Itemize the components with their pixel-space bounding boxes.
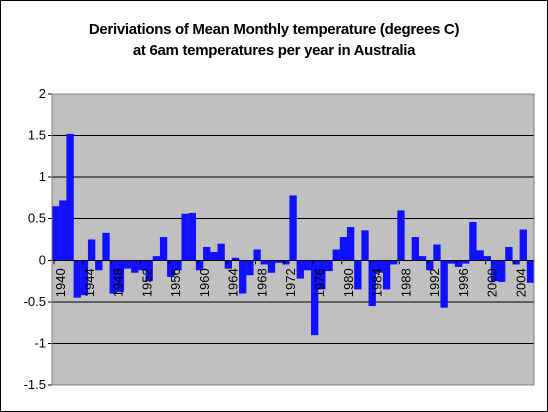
bar — [80, 260, 89, 296]
bar — [52, 206, 60, 261]
bar — [59, 200, 67, 261]
bar — [368, 260, 376, 307]
bar — [253, 249, 261, 261]
bar — [325, 260, 333, 272]
bar — [231, 257, 240, 261]
bar — [469, 222, 477, 261]
bar — [289, 195, 297, 261]
bar — [483, 256, 491, 261]
chart-title-line-2: at 6am temperatures per year in Australi… — [132, 42, 416, 59]
bar — [339, 237, 348, 261]
bar — [131, 260, 139, 273]
bar — [159, 237, 168, 261]
plot-border — [51, 93, 535, 386]
x-tick-label: 1944 — [82, 268, 97, 297]
bar — [490, 260, 499, 282]
bar — [275, 260, 283, 263]
bar — [73, 260, 81, 298]
x-tick-label: 1940 — [53, 268, 68, 297]
bar — [282, 260, 290, 265]
chart-title: Deriviations of Mean Monthly temperature… — [1, 19, 547, 61]
x-tick-label: 1956 — [168, 268, 183, 297]
bar — [454, 260, 463, 267]
bar — [505, 246, 513, 261]
bar — [303, 260, 312, 271]
bar — [411, 237, 420, 261]
bar — [181, 213, 189, 261]
bar — [246, 260, 254, 276]
bar — [296, 260, 304, 279]
x-tick-label: 1972 — [283, 268, 298, 297]
bar — [267, 260, 276, 273]
bar — [95, 260, 103, 271]
bar — [382, 260, 391, 290]
x-tick-label: 1980 — [341, 268, 356, 297]
y-tick-label: -0.5 — [24, 294, 46, 309]
y-tick-label: 0 — [39, 252, 46, 267]
bar — [87, 239, 96, 261]
bar — [188, 212, 197, 261]
x-tick-label: 1960 — [197, 268, 212, 297]
bar — [526, 260, 535, 283]
x-tick-label: 1996 — [456, 268, 471, 297]
x-tick-label: 1952 — [139, 268, 154, 297]
bar — [397, 210, 405, 261]
x-tick-label: 1968 — [254, 268, 269, 297]
bar — [109, 260, 117, 294]
y-tick-label: -1.5 — [24, 377, 46, 392]
bar — [346, 227, 355, 261]
bar — [498, 260, 506, 282]
x-tick-label: 1976 — [312, 268, 327, 297]
bar — [433, 244, 441, 261]
bar — [462, 260, 470, 264]
bar — [239, 260, 247, 294]
bar — [426, 260, 434, 271]
x-tick-label: 1964 — [226, 268, 241, 297]
y-tick-label: -1 — [34, 335, 46, 350]
bar — [354, 260, 362, 290]
chart-title-line-1: Deriviations of Mean Monthly temperature… — [88, 21, 460, 38]
bar — [519, 229, 527, 261]
x-tick-label: 1948 — [111, 268, 126, 297]
bar — [318, 260, 326, 290]
bar — [116, 260, 125, 292]
bar — [332, 249, 340, 261]
bar — [152, 256, 161, 261]
x-tick-label: 1988 — [398, 268, 413, 297]
y-tick-label: 2 — [39, 86, 46, 101]
bar — [203, 246, 211, 261]
y-tick-label: 1.5 — [28, 128, 46, 143]
bar — [447, 260, 456, 264]
bar — [195, 260, 204, 271]
bar — [375, 260, 384, 273]
bar — [224, 260, 232, 269]
y-tick-label: 0.5 — [28, 211, 46, 226]
bar — [390, 260, 398, 265]
bar — [145, 260, 153, 282]
bar — [138, 260, 146, 271]
bar — [123, 260, 132, 269]
x-tick-label: 1992 — [427, 268, 442, 297]
bar — [310, 260, 319, 336]
bar — [102, 232, 110, 261]
x-tick-label: 2000 — [485, 268, 500, 297]
bar — [418, 256, 427, 261]
x-tick-label: 2004 — [513, 268, 528, 297]
bar — [174, 260, 182, 271]
bar — [440, 260, 448, 308]
bar — [476, 250, 484, 261]
bar — [260, 260, 268, 265]
bar — [217, 243, 225, 261]
bar — [167, 260, 175, 277]
x-tick-label: 1984 — [370, 268, 385, 297]
bar — [66, 133, 74, 261]
bar — [210, 251, 218, 261]
y-tick-label: 1 — [39, 169, 46, 184]
bar — [361, 230, 369, 261]
bar — [512, 260, 520, 265]
